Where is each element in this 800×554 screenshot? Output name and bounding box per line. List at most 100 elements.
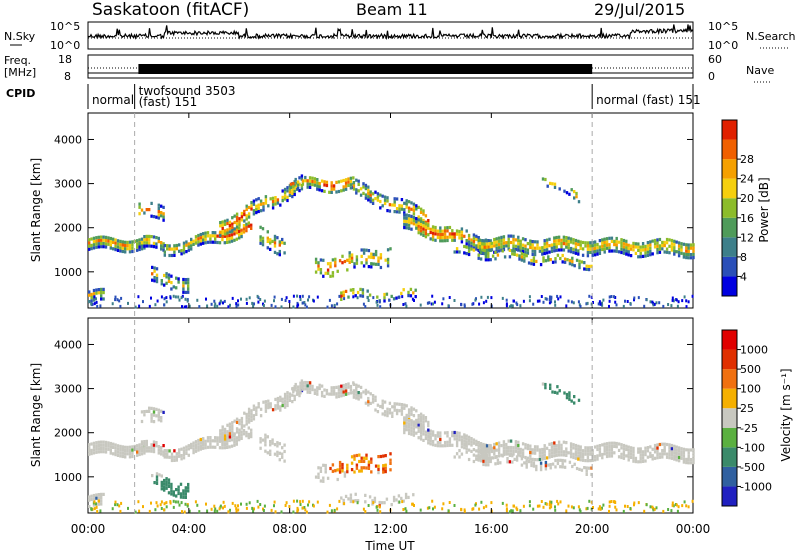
range-gate-cell bbox=[460, 227, 464, 231]
range-gate-cell bbox=[429, 429, 432, 433]
range-gate-cell bbox=[515, 455, 519, 459]
range-gate-cell bbox=[100, 238, 103, 242]
range-gate-cell bbox=[489, 456, 492, 460]
range-gate-cell bbox=[280, 297, 283, 301]
range-gate-cell bbox=[453, 250, 456, 254]
range-gate-cell bbox=[96, 304, 99, 308]
range-gate-cell bbox=[381, 399, 384, 403]
range-gate-cell bbox=[661, 240, 664, 244]
range-gate-cell bbox=[403, 201, 406, 205]
range-gate-cell bbox=[403, 416, 406, 420]
range-gate-cell bbox=[360, 469, 363, 473]
colorbar-tick-label: 12 bbox=[740, 231, 754, 244]
range-gate-cell bbox=[235, 215, 239, 219]
range-gate-cell bbox=[649, 240, 652, 244]
range-gate-cell bbox=[525, 254, 528, 258]
range-gate-cell bbox=[165, 501, 168, 505]
range-gate-cell bbox=[143, 235, 146, 239]
range-gate-cell bbox=[371, 192, 375, 196]
range-gate-cell bbox=[109, 246, 112, 250]
range-gate-cell bbox=[458, 250, 461, 254]
range-gate-cell bbox=[429, 435, 432, 440]
range-gate-cell bbox=[300, 379, 304, 383]
range-gate-cell bbox=[407, 209, 411, 213]
range-gate-cell bbox=[209, 439, 212, 443]
range-gate-cell bbox=[405, 213, 408, 217]
range-gate-cell bbox=[172, 490, 175, 494]
range-gate-cell bbox=[206, 509, 209, 513]
range-gate-cell bbox=[322, 274, 325, 278]
range-gate-cell bbox=[92, 497, 96, 501]
range-gate-cell bbox=[357, 397, 360, 401]
range-gate-cell bbox=[412, 493, 415, 497]
range-gate-cell bbox=[184, 502, 187, 506]
range-gate-cell bbox=[223, 439, 226, 443]
range-gate-cell bbox=[145, 244, 148, 248]
range-gate-cell bbox=[505, 503, 508, 507]
range-gate-cell bbox=[502, 248, 506, 252]
range-gate-cell bbox=[554, 458, 557, 463]
range-gate-cell bbox=[470, 238, 473, 242]
range-gate-cell bbox=[350, 455, 354, 459]
range-gate-cell bbox=[216, 234, 219, 238]
range-gate-cell bbox=[407, 214, 411, 218]
range-gate-cell bbox=[557, 502, 560, 506]
range-gate-cell bbox=[439, 444, 442, 448]
range-gate-cell bbox=[240, 436, 243, 440]
range-gate-cell bbox=[386, 407, 389, 411]
range-gate-cell bbox=[603, 449, 606, 453]
range-gate-cell bbox=[446, 226, 449, 230]
range-gate-cell bbox=[653, 456, 657, 460]
range-gate-cell bbox=[306, 387, 309, 391]
range-gate-cell bbox=[472, 236, 476, 240]
range-gate-cell bbox=[153, 266, 156, 270]
range-gate-cell bbox=[665, 452, 669, 456]
range-gate-cell bbox=[187, 242, 190, 246]
range-gate-cell bbox=[185, 305, 188, 309]
range-gate-cell bbox=[632, 453, 635, 457]
range-gate-cell bbox=[175, 452, 178, 456]
range-gate-cell bbox=[477, 253, 480, 257]
range-gate-cell bbox=[221, 446, 224, 450]
range-gate-cell bbox=[233, 434, 236, 438]
range-gate-cell bbox=[562, 450, 566, 454]
range-gate-cell bbox=[517, 450, 520, 454]
range-gate-cell bbox=[677, 459, 681, 463]
range-gate-cell bbox=[170, 489, 173, 493]
range-gate-cell bbox=[299, 391, 302, 395]
range-gate-cell bbox=[323, 388, 326, 392]
range-gate-cell bbox=[288, 392, 292, 396]
range-gate-cell bbox=[276, 444, 279, 448]
range-gate-cell bbox=[359, 294, 362, 298]
range-gate-cell bbox=[262, 509, 265, 512]
range-gate-cell bbox=[182, 453, 186, 457]
range-gate-cell bbox=[446, 229, 449, 233]
range-gate-cell bbox=[231, 427, 234, 431]
range-gate-cell bbox=[574, 453, 578, 457]
range-gate-cell bbox=[150, 406, 153, 410]
range-gate-cell bbox=[116, 248, 120, 252]
range-gate-cell bbox=[422, 212, 425, 216]
range-gate-cell bbox=[152, 407, 156, 411]
colorbar-swatch bbox=[722, 466, 737, 487]
range-gate-cell bbox=[553, 182, 557, 186]
range-gate-cell bbox=[574, 242, 578, 246]
range-gate-cell bbox=[522, 299, 525, 303]
range-gate-cell bbox=[259, 503, 262, 506]
range-gate-cell bbox=[587, 268, 591, 272]
range-gate-cell bbox=[307, 503, 309, 507]
range-gate-cell bbox=[330, 181, 333, 185]
range-gate-cell bbox=[128, 448, 132, 452]
range-gate-cell bbox=[190, 442, 193, 446]
range-gate-cell bbox=[252, 417, 256, 421]
range-gate-cell bbox=[586, 247, 590, 251]
range-gate-cell bbox=[367, 504, 370, 507]
range-gate-cell bbox=[529, 242, 532, 246]
range-gate-cell bbox=[276, 236, 279, 240]
range-gate-cell bbox=[391, 411, 394, 415]
range-gate-cell bbox=[262, 304, 265, 307]
range-gate-cell bbox=[180, 447, 183, 451]
range-gate-cell bbox=[627, 451, 630, 456]
range-gate-cell bbox=[389, 452, 392, 456]
range-gate-cell bbox=[359, 193, 363, 197]
